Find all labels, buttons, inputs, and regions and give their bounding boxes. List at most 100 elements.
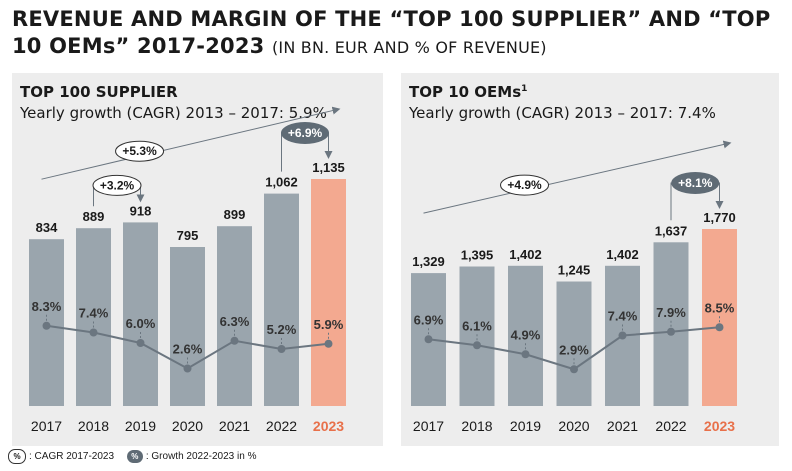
supplier-value-label-2022: 1,062 — [265, 175, 298, 190]
supplier-margin-point-2021 — [230, 336, 239, 345]
page-title: REVENUE AND MARGIN OF THE “TOP 100 SUPPL… — [12, 6, 782, 61]
oem-growth-label: +8.1% — [678, 176, 713, 190]
oem-value-label-2017: 1,329 — [412, 254, 445, 269]
supplier-year-label-2018: 2018 — [78, 418, 109, 434]
title-main: REVENUE AND MARGIN OF THE “TOP 100 SUPPL… — [12, 7, 771, 58]
oem-panel: TOP 10 OEMs1 Yearly growth (CAGR) 2013 –… — [401, 73, 779, 446]
oem-year-label-2020: 2020 — [558, 418, 589, 434]
legend-cagr-label: : CAGR 2017-2023 — [29, 451, 115, 463]
oem-bar-2020 — [556, 281, 592, 406]
supplier-year-label-2022: 2022 — [266, 418, 297, 434]
supplier-value-label-2019: 918 — [130, 203, 152, 218]
supplier-value-label-2017: 834 — [36, 220, 58, 235]
oem-margin-label-2022: 7.9% — [656, 305, 686, 320]
oem-value-label-2021: 1,402 — [606, 247, 639, 262]
supplier-bar-2020 — [170, 247, 205, 406]
supplier-cagr-short-label: +3.2% — [100, 178, 135, 192]
legend-cagr-chip: % — [8, 449, 26, 464]
oem-value-label-2022: 1,637 — [655, 223, 688, 238]
oem-value-label-2019: 1,402 — [509, 247, 542, 262]
supplier-panel-title: TOP 100 SUPPLIER — [20, 79, 327, 102]
supplier-panel-header: TOP 100 SUPPLIER Yearly growth (CAGR) 20… — [20, 79, 327, 123]
supplier-margin-label-2019: 6.0% — [126, 316, 156, 331]
oem-margin-label-2018: 6.1% — [462, 318, 492, 333]
oem-margin-label-2023: 8.5% — [705, 300, 735, 315]
oem-margin-point-2019 — [521, 350, 530, 359]
supplier-growth-label: +6.9% — [288, 126, 323, 140]
oem-margin-label-2017: 6.9% — [414, 312, 444, 327]
supplier-margin-point-2020 — [183, 364, 192, 373]
oem-value-label-2018: 1,395 — [461, 248, 494, 263]
oem-title-text: TOP 10 OEMs — [409, 83, 522, 101]
oem-bar-2022 — [653, 242, 689, 406]
supplier-bar-2021 — [217, 226, 252, 406]
supplier-year-label-2017: 2017 — [31, 418, 62, 434]
supplier-bar-2023 — [311, 179, 346, 406]
supplier-bar-2022 — [264, 193, 299, 406]
oem-margin-label-2019: 4.9% — [511, 327, 541, 342]
supplier-value-label-2021: 899 — [224, 207, 246, 222]
oem-year-label-2017: 2017 — [413, 418, 444, 434]
supplier-margin-point-2023 — [324, 339, 333, 348]
oem-margin-point-2023 — [715, 323, 724, 332]
supplier-value-label-2018: 889 — [83, 209, 105, 224]
oem-bar-2019 — [508, 265, 543, 406]
legend: %: CAGR 2017-2023 %: Growth 2022-2023 in… — [8, 449, 266, 464]
supplier-cagr-arrow — [41, 106, 341, 180]
supplier-title-text: TOP 100 SUPPLIER — [20, 83, 178, 101]
oem-year-label-2018: 2018 — [461, 418, 492, 434]
oem-margin-point-2017 — [424, 335, 433, 344]
oem-chart: 1,329 2017 1,395 2018 1,402 2019 1,245 2020 1,40… — [411, 140, 737, 434]
supplier-growth-bubble — [281, 122, 329, 144]
title-unit: (IN BN. EUR AND % OF REVENUE) — [271, 38, 547, 57]
supplier-value-label-2023: 1,135 — [312, 160, 345, 175]
supplier-margin-point-2019 — [136, 339, 145, 347]
supplier-year-label-2020: 2020 — [172, 418, 203, 434]
oem-year-label-2022: 2022 — [655, 418, 686, 434]
supplier-year-label-2023: 2023 — [313, 418, 344, 434]
supplier-panel-subtitle: Yearly growth (CAGR) 2013 – 2017: 5.9% — [20, 104, 327, 122]
supplier-margin-label-2022: 5.2% — [267, 322, 297, 337]
oem-value-label-2020: 1,245 — [558, 263, 591, 278]
oem-cagr-arrow — [423, 140, 732, 214]
oem-panel-title: TOP 10 OEMs1 — [409, 79, 716, 102]
supplier-year-label-2019: 2019 — [125, 418, 156, 434]
oem-title-sup: 1 — [521, 84, 528, 94]
supplier-cagr-short-bubble — [92, 174, 142, 196]
supplier-chart: 834 2017 889 2018 918 2019 795 2020 899 2021 1,062… — [29, 106, 346, 434]
supplier-panel: TOP 100 SUPPLIER Yearly growth (CAGR) 20… — [12, 73, 383, 446]
oem-year-label-2023: 2023 — [704, 418, 735, 434]
legend-cagr: %: CAGR 2017-2023 — [8, 449, 114, 464]
supplier-year-label-2021: 2021 — [219, 418, 250, 434]
supplier-cagr-bubble — [115, 140, 165, 162]
supplier-margin-label-2020: 2.6% — [173, 342, 203, 357]
supplier-margin-point-2018 — [89, 328, 98, 337]
supplier-margin-label-2021: 6.3% — [220, 314, 250, 329]
oem-margin-point-2022 — [667, 327, 675, 336]
legend-growth: %: Growth 2022-2023 in % — [126, 450, 257, 463]
supplier-margin-label-2018: 7.4% — [79, 306, 109, 321]
oem-panel-header: TOP 10 OEMs1 Yearly growth (CAGR) 2013 –… — [409, 79, 716, 123]
supplier-cagr-label: +5.3% — [122, 144, 157, 158]
oem-margin-label-2021: 7.4% — [608, 309, 638, 324]
supplier-margin-label-2023: 5.9% — [314, 317, 344, 332]
supplier-margin-label-2017: 8.3% — [32, 299, 62, 314]
supplier-bar-2019 — [123, 222, 158, 406]
legend-growth-chip: % — [126, 450, 143, 463]
supplier-margin-point-2017 — [42, 321, 51, 330]
oem-year-label-2019: 2019 — [510, 418, 541, 434]
legend-growth-label: : Growth 2022-2023 in % — [145, 451, 257, 463]
oem-panel-subtitle: Yearly growth (CAGR) 2013 – 2017: 7.4% — [409, 104, 716, 122]
oem-margin-point-2021 — [618, 331, 627, 340]
oem-value-label-2023: 1,770 — [703, 210, 736, 225]
oem-margin-label-2020: 2.9% — [559, 342, 589, 357]
supplier-bar-2018 — [76, 228, 111, 406]
oem-growth-bubble — [671, 172, 720, 194]
oem-year-label-2021: 2021 — [607, 418, 638, 434]
supplier-value-label-2020: 795 — [177, 228, 199, 243]
oem-margin-point-2020 — [570, 365, 578, 374]
supplier-margin-point-2022 — [277, 345, 286, 353]
oem-cagr-bubble — [500, 174, 550, 196]
oem-cagr-label: +4.9% — [507, 178, 542, 192]
oem-margin-point-2018 — [473, 341, 481, 350]
